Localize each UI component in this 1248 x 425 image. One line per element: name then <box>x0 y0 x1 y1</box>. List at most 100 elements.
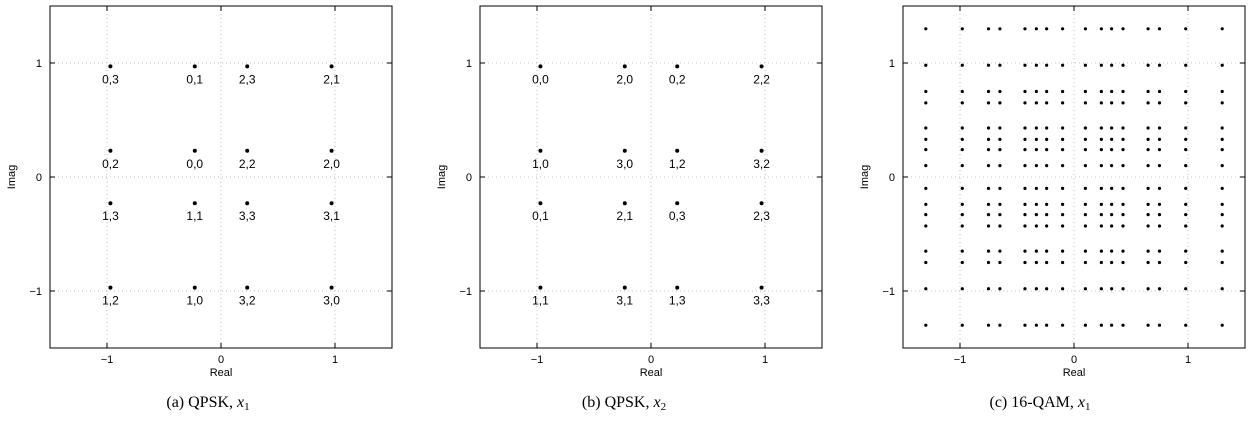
constellation-point <box>1121 186 1125 190</box>
constellation-point <box>1146 63 1150 67</box>
constellation-point <box>1023 249 1027 253</box>
constellation-point <box>1184 249 1188 253</box>
constellation-point <box>245 148 250 153</box>
caption-variable: x1 <box>1077 394 1091 413</box>
constellation-point <box>538 201 543 206</box>
constellation-point <box>924 213 928 217</box>
constellation-point <box>1034 27 1038 31</box>
constellation-point <box>192 285 197 290</box>
constellation-point <box>1121 164 1125 168</box>
constellation-point <box>1034 287 1038 291</box>
caption-tag: (a) QPSK, <box>166 394 234 411</box>
constellation-point <box>1083 224 1087 228</box>
constellation-point <box>1121 101 1125 105</box>
constellation-point <box>108 148 113 153</box>
constellation-point <box>1045 164 1049 168</box>
constellation-point <box>924 202 928 206</box>
constellation-point <box>924 249 928 253</box>
point-label: 3,0 <box>323 294 340 308</box>
constellation-point <box>108 201 113 206</box>
constellation-point <box>1121 126 1125 130</box>
constellation-point <box>1110 63 1114 67</box>
panel-16qam-x1: −1 0 1 −1 0 1 Real Imag (c) 16-QAM, x1 <box>832 0 1248 425</box>
constellation-point <box>1184 101 1188 105</box>
constellation-plot-16qam-x1: −1 0 1 −1 0 1 Real Imag <box>859 5 1246 379</box>
point-label: 3,0 <box>616 157 633 171</box>
axes-frame <box>902 5 1246 349</box>
point-label: 1,2 <box>102 294 119 308</box>
constellation-point <box>1045 148 1049 152</box>
constellation-point <box>1061 249 1065 253</box>
constellation-point <box>759 148 764 153</box>
point-label: 0,1 <box>186 72 203 86</box>
constellation-point <box>1099 260 1103 265</box>
constellation-point <box>1184 260 1188 265</box>
constellation-point <box>1220 287 1224 291</box>
constellation-point <box>1184 186 1188 190</box>
constellation-point <box>1023 186 1027 190</box>
constellation-point <box>1146 224 1150 228</box>
constellation-point <box>1083 27 1087 31</box>
constellation-point <box>1220 101 1224 105</box>
y-axis-label: Imag <box>436 165 448 189</box>
point-label: 3,3 <box>753 294 770 308</box>
constellation-point <box>960 137 964 141</box>
constellation-point <box>986 249 991 253</box>
constellation-point <box>1184 287 1188 291</box>
constellation-point <box>1061 89 1065 94</box>
constellation-point <box>1061 164 1065 168</box>
constellation-point <box>1045 89 1049 94</box>
constellation-point <box>1220 137 1224 141</box>
constellation-point <box>1157 148 1162 152</box>
x-tick-label: 1 <box>762 354 768 366</box>
constellation-point <box>960 186 964 190</box>
constellation-point <box>1061 126 1065 130</box>
constellation-point <box>960 224 964 228</box>
constellation-plot-qpsk-x2: −1 0 1 −1 0 1 Real Imag 0,0 2,0 0,2 2,2 1,0 3,0 1,2 3,2… <box>436 5 823 379</box>
constellation-point <box>329 201 334 206</box>
y-tick-label: 1 <box>36 58 42 70</box>
constellation-point <box>1121 224 1125 228</box>
constellation-point <box>1061 323 1065 327</box>
constellation-point <box>1083 260 1087 265</box>
constellation-point <box>1034 63 1038 67</box>
point-label: 2,0 <box>616 72 633 86</box>
constellation-point <box>1110 186 1114 190</box>
constellation-point <box>329 64 334 69</box>
constellation-point <box>998 323 1002 327</box>
constellation-point <box>1023 27 1027 31</box>
y-tick-label: −1 <box>459 286 472 298</box>
constellation-point <box>998 213 1002 217</box>
constellation-point <box>759 64 764 69</box>
constellation-point <box>622 148 627 153</box>
constellation-point <box>1099 137 1103 141</box>
constellation-point <box>1045 224 1049 228</box>
constellation-point <box>960 148 964 152</box>
constellation-point <box>329 285 334 290</box>
constellation-point <box>1184 202 1188 206</box>
constellation-point <box>1099 101 1103 105</box>
point-label: 3,2 <box>239 294 256 308</box>
constellation-point <box>1121 287 1125 291</box>
caption-variable: x2 <box>653 394 667 413</box>
constellation-point <box>1157 27 1162 31</box>
constellation-point <box>1220 249 1224 253</box>
constellation-point <box>1184 27 1188 31</box>
constellation-point <box>1083 186 1087 190</box>
constellation-point <box>622 201 627 206</box>
constellation-point <box>1146 213 1150 217</box>
constellation-point <box>924 101 928 105</box>
point-label: 0,3 <box>102 72 119 86</box>
constellation-point <box>1121 27 1125 31</box>
panel-qpsk-x2: −1 0 1 −1 0 1 Real Imag 0,0 2,0 0,2 2,2 1,0 3,0 1,2 3,2… <box>416 0 832 425</box>
constellation-point <box>1061 137 1065 141</box>
constellation-point <box>924 148 928 152</box>
constellation-point <box>986 137 991 141</box>
constellation-point <box>986 126 991 130</box>
constellation-point <box>1023 260 1027 265</box>
constellation-point <box>986 213 991 217</box>
constellation-point <box>1157 260 1162 265</box>
panel-qpsk-x1: −1 0 1 −1 0 1 Real Imag 0,3 0,1 2,3 2,1 0,2 0,0 2,2 2,0… <box>0 0 416 425</box>
constellation-point <box>998 224 1002 228</box>
constellation-point <box>1045 63 1049 67</box>
